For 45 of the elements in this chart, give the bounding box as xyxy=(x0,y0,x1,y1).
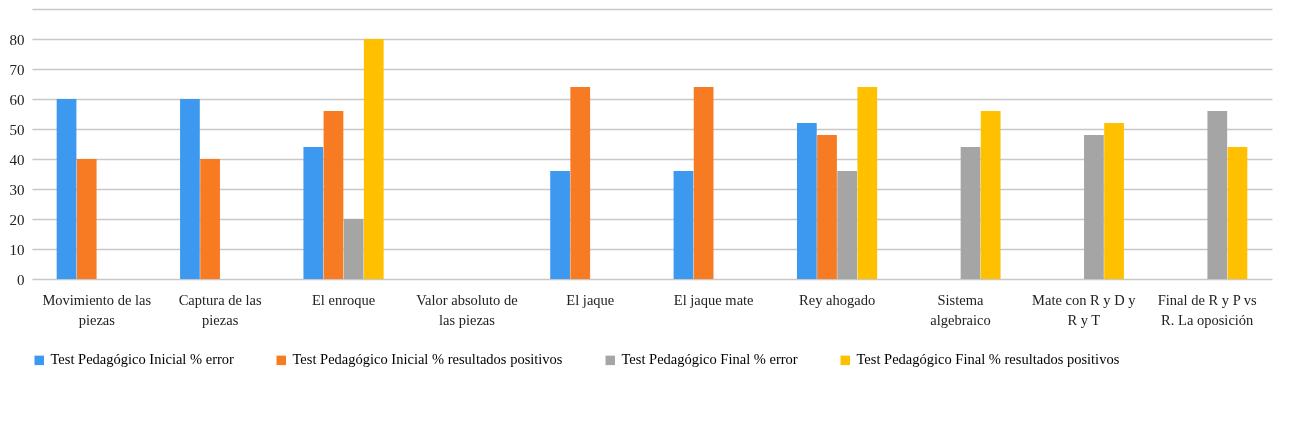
x-tick-label: Rey ahogado xyxy=(799,291,876,308)
legend-label: Test Pedagógico Final % resultados positivos xyxy=(856,351,1120,368)
y-tick-label: 0 xyxy=(17,271,25,288)
bar xyxy=(550,171,570,279)
bar xyxy=(1227,147,1248,279)
bar xyxy=(817,135,837,279)
bar xyxy=(693,87,714,279)
y-tick-label: 20 xyxy=(9,211,25,228)
bar xyxy=(673,171,694,279)
bar xyxy=(980,111,1001,279)
bar xyxy=(1104,123,1124,279)
legend-label: Test Pedagógico Final % error xyxy=(621,351,798,368)
y-tick-label: 40 xyxy=(9,151,25,168)
bar xyxy=(303,147,324,279)
bar xyxy=(363,39,384,279)
bar xyxy=(180,99,200,279)
bar xyxy=(343,219,364,279)
x-tick-label: El jaque mate xyxy=(673,291,754,308)
x-tick-label: El jaque xyxy=(566,291,615,308)
bar xyxy=(960,147,981,279)
x-tick-label: Mate con R y D y R y T xyxy=(1032,291,1137,328)
bar xyxy=(1084,135,1104,279)
bar xyxy=(200,159,220,279)
y-tick-label: 30 xyxy=(9,181,25,198)
y-tick-label: 50 xyxy=(9,121,25,138)
x-tick-label: Sistema algebraico xyxy=(930,291,991,328)
bar xyxy=(56,99,77,279)
bar xyxy=(570,87,591,279)
bar xyxy=(323,111,344,279)
bar xyxy=(1207,111,1228,279)
y-tick-label: 80 xyxy=(9,31,25,48)
x-tick-label: Captura de las piezas xyxy=(178,291,262,328)
bar xyxy=(857,87,878,279)
y-tick-label: 70 xyxy=(9,61,25,78)
bar xyxy=(76,159,97,279)
y-tick-label: 60 xyxy=(9,91,25,108)
x-tick-label: Movimiento de las piezas xyxy=(42,291,152,328)
bar xyxy=(837,171,858,279)
bar xyxy=(796,123,817,279)
x-tick-label: El enroque xyxy=(311,291,376,308)
legend-label: Test Pedagógico Inicial % error xyxy=(50,351,235,368)
y-tick-label: 10 xyxy=(9,241,25,258)
x-tick-label: Final de R y P vs R. La oposición xyxy=(1157,291,1258,328)
legend-label: Test Pedagógico Inicial % resultados positivos xyxy=(292,351,563,368)
x-tick-label: Valor absoluto de las piezas xyxy=(416,291,518,328)
